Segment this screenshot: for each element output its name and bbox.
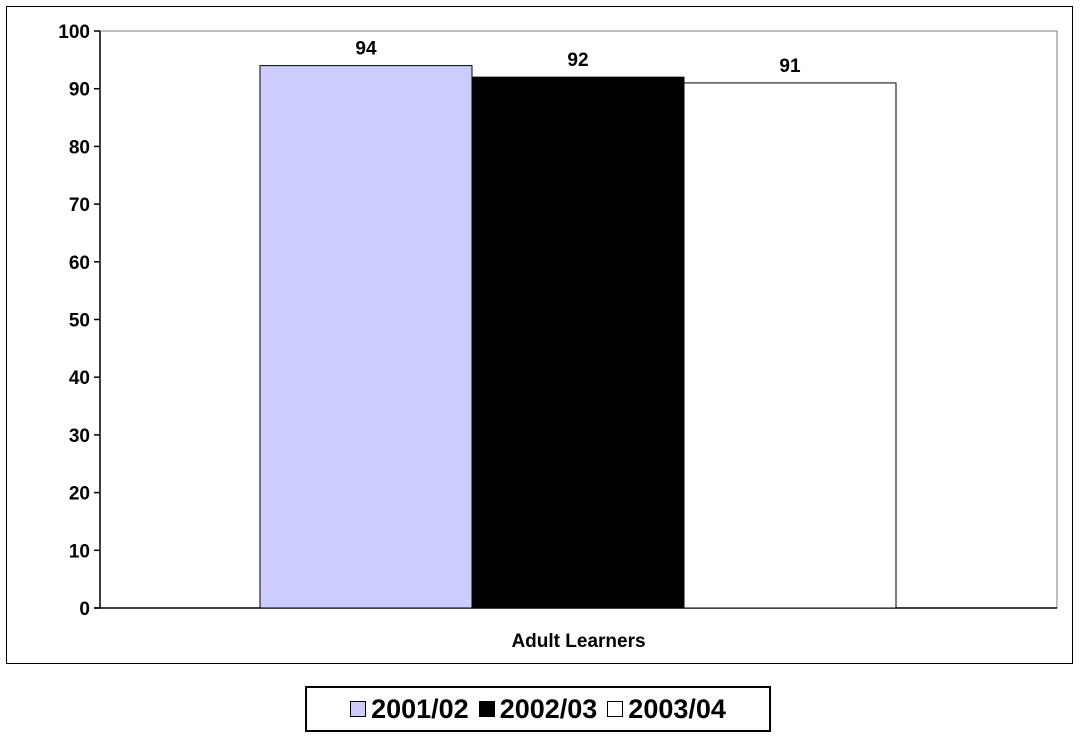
data-label-2003-04: 91: [779, 56, 801, 77]
legend-swatch-2003-04: [607, 701, 624, 717]
legend-swatch-2002-03: [478, 701, 495, 717]
y-tick-label-0: 0: [79, 599, 90, 620]
y-tick-label-40: 40: [69, 368, 90, 389]
legend-label-2001-02: 2001/02: [371, 693, 469, 724]
bar-2001-02: [259, 65, 473, 609]
y-tick-label-10: 10: [69, 541, 90, 562]
y-tick-label-90: 90: [69, 80, 90, 101]
y-tick-label-20: 20: [69, 484, 90, 505]
y-tick-label-70: 70: [69, 195, 90, 216]
legend-swatch-2001-02: [350, 701, 367, 717]
legend: 2001/02 2002/03 2003/04: [305, 686, 771, 732]
bar-2002-03: [471, 76, 685, 609]
y-tick-label-100: 100: [58, 22, 90, 43]
data-label-2001-02: 94: [355, 39, 377, 60]
y-tick-label-60: 60: [69, 253, 90, 274]
x-category-label: Adult Learners: [511, 631, 645, 652]
y-tick-label-50: 50: [69, 311, 90, 332]
legend-item-2003-04: 2003/04: [607, 693, 726, 724]
bar-2003-04: [683, 82, 897, 609]
legend-label-2003-04: 2003/04: [628, 693, 726, 724]
legend-item-2001-02: 2001/02: [350, 693, 469, 724]
legend-item-2002-03: 2002/03: [478, 693, 598, 724]
y-tick-label-80: 80: [69, 137, 90, 158]
legend-label-2002-03: 2002/03: [499, 693, 598, 724]
y-tick-label-30: 30: [69, 426, 90, 447]
data-label-2002-03: 92: [567, 50, 588, 71]
